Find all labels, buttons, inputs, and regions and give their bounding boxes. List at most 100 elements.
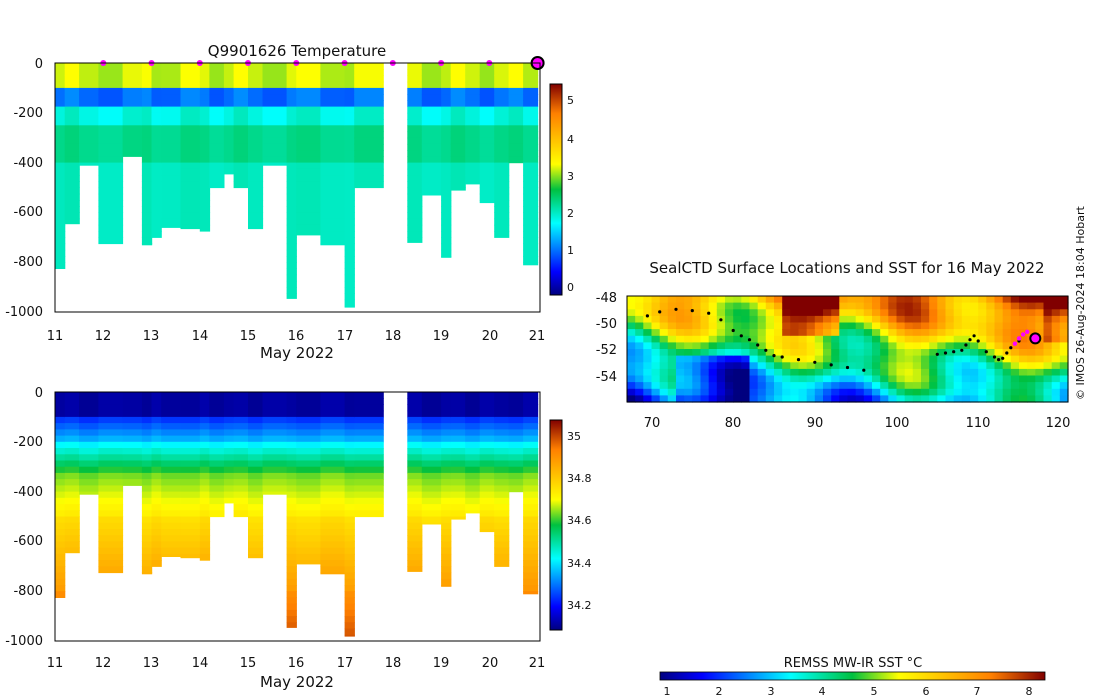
sst-cell (1002, 309, 1012, 317)
section-cell (98, 237, 124, 245)
section-cell (286, 125, 297, 133)
sst-cell (643, 335, 653, 343)
sst-cell (1051, 368, 1061, 377)
section-cell (296, 168, 321, 176)
section-cell (344, 435, 355, 443)
section-cell (296, 100, 321, 108)
sst-cell (798, 322, 808, 330)
section-cell (508, 156, 524, 164)
section-cell (479, 510, 495, 518)
sst-cell (929, 309, 938, 317)
section-cell (209, 181, 225, 189)
colorbar-tick: 2 (716, 685, 723, 698)
section-cell (508, 94, 524, 101)
sst-cell (1051, 329, 1061, 337)
sst-cell (676, 375, 685, 383)
section-cell (233, 94, 249, 101)
sst-cell (627, 395, 636, 403)
sst-cell (896, 355, 906, 363)
section-cell (354, 81, 384, 89)
section-cell (64, 200, 80, 207)
section-cell (479, 94, 495, 101)
section-cell (98, 435, 124, 443)
sst-cell (929, 362, 938, 370)
section-cell (141, 504, 153, 511)
sst-cell (961, 302, 971, 310)
sst-cell (1035, 322, 1045, 330)
section-cell (233, 168, 249, 176)
section-cell (523, 218, 539, 226)
section-cell (180, 392, 201, 399)
section-cell (209, 460, 225, 468)
section-cell (122, 441, 143, 449)
section-cell (233, 466, 249, 474)
sst-cell (937, 362, 947, 370)
section-cell (248, 504, 264, 511)
section-cell (407, 125, 423, 133)
section-cell (407, 212, 423, 220)
section-cell (354, 491, 384, 499)
sst-cell (945, 382, 955, 390)
sst-cell (986, 368, 996, 377)
section-cell (407, 81, 423, 89)
section-cell (55, 435, 66, 443)
section-cell (262, 106, 288, 114)
section-cell (523, 566, 539, 574)
section-cell (479, 193, 495, 201)
sst-cell (863, 329, 873, 337)
section-cell (286, 94, 297, 101)
section-cell (494, 175, 510, 182)
section-cell (209, 137, 225, 145)
sst-cell (676, 349, 685, 357)
section-cell (199, 187, 211, 195)
section-cell (407, 175, 423, 182)
section-cell (344, 69, 355, 76)
section-cell (441, 119, 452, 126)
section-cell (320, 529, 346, 536)
sst-cell (635, 349, 644, 357)
sst-cell (814, 375, 824, 383)
section-cell (344, 299, 355, 307)
section-cell (344, 143, 355, 151)
section-cell (223, 106, 235, 114)
section-cell (141, 491, 153, 499)
section-cell (494, 448, 510, 455)
section-cell (421, 497, 442, 505)
sst-cell (643, 329, 653, 337)
sst-cell (1035, 388, 1045, 396)
colorbar-tick: 34.8 (567, 472, 592, 485)
section-cell (98, 193, 124, 201)
section-cell (55, 162, 66, 170)
section-cell (248, 106, 264, 114)
section-cell (161, 150, 182, 157)
section-cell (450, 150, 466, 157)
section-cell (151, 112, 162, 120)
section-cell (344, 466, 355, 474)
sst-cell (814, 388, 824, 396)
section-cell (320, 448, 346, 455)
section-cell (421, 516, 442, 524)
sst-cell (782, 335, 791, 343)
section-cell (223, 410, 235, 418)
section-cell (64, 212, 80, 220)
section-cell (209, 398, 225, 405)
section-cell (64, 131, 80, 139)
section-cell (450, 466, 466, 474)
section-cell (441, 572, 452, 580)
section-cell (508, 454, 524, 462)
section-cell (296, 435, 321, 443)
section-cell (141, 529, 153, 536)
section-cell (209, 416, 225, 424)
section-cell (344, 81, 355, 89)
section-cell (233, 137, 249, 145)
section-cell (450, 100, 466, 108)
sst-cell (1010, 315, 1020, 324)
section-cell (79, 398, 99, 405)
sst-cell (1035, 309, 1045, 317)
sst-cell (806, 329, 816, 337)
section-cell (286, 441, 297, 449)
salinity-panel: 0 -200 -400 -600 -800 -1000 11 12 13 14 … (5, 386, 591, 691)
sst-cell (1051, 349, 1061, 357)
section-cell (180, 529, 201, 536)
section-cell (441, 87, 452, 95)
